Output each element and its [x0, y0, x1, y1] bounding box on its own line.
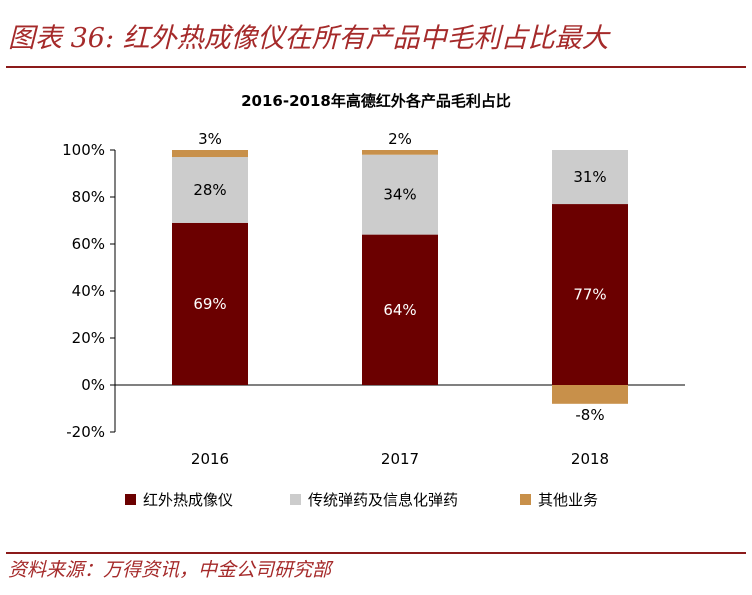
bar-segment — [362, 234, 438, 385]
bar-segment — [552, 385, 628, 404]
y-tick-label: 80% — [72, 188, 105, 206]
data-label: -8% — [575, 406, 604, 424]
bar-segment — [362, 154, 438, 235]
y-tick-label: 60% — [72, 235, 105, 253]
y-tick-label: -20% — [66, 423, 105, 441]
stacked-bar-chart: 2016-2018年高德红外各产品毛利占比 -20% 0% 20% 40% 60% 80%… — [62, 92, 685, 509]
bar-segment — [172, 157, 248, 223]
legend-label: 红外热成像仪 — [143, 491, 233, 509]
legend-swatch — [520, 494, 531, 505]
y-tick-label: 100% — [62, 141, 105, 159]
title-divider — [6, 66, 746, 68]
data-label: 31% — [573, 168, 606, 186]
data-label: 77% — [573, 286, 606, 304]
legend-swatch — [290, 494, 301, 505]
y-tick-label: 0% — [81, 376, 105, 394]
legend-label: 传统弹药及信息化弹药 — [308, 491, 458, 509]
bar-segment — [552, 204, 628, 385]
legend-swatch — [125, 494, 136, 505]
figure-title: 图表 36: 红外热成像仪在所有产品中毛利占比最大 — [8, 23, 609, 54]
source-divider — [6, 552, 746, 554]
bar-segment — [172, 150, 248, 158]
data-label: 64% — [383, 301, 416, 319]
x-tick-label: 2018 — [571, 450, 609, 468]
x-tick-label: 2016 — [191, 450, 229, 468]
y-tick-label: 40% — [72, 282, 105, 300]
chart-data-labels: 69% 28% 3% 64% 34% 2% 77% 31% -8% — [193, 130, 606, 424]
data-label: 69% — [193, 295, 226, 313]
bar-segment — [552, 150, 628, 205]
source-note: 资料来源：万得资讯，中金公司研究部 — [8, 559, 332, 581]
data-label: 34% — [383, 186, 416, 204]
chart-title: 2016-2018年高德红外各产品毛利占比 — [241, 92, 511, 110]
y-tick-label: 20% — [72, 329, 105, 347]
data-label: 3% — [198, 130, 222, 148]
bar-segment — [362, 150, 438, 155]
legend-label: 其他业务 — [538, 491, 598, 509]
x-tick-label: 2017 — [381, 450, 419, 468]
chart-bars — [172, 150, 628, 404]
chart-legend: 红外热成像仪 传统弹药及信息化弹药 其他业务 — [125, 491, 598, 509]
data-label: 2% — [388, 130, 412, 148]
data-label: 28% — [193, 181, 226, 199]
bar-segment — [172, 222, 248, 385]
